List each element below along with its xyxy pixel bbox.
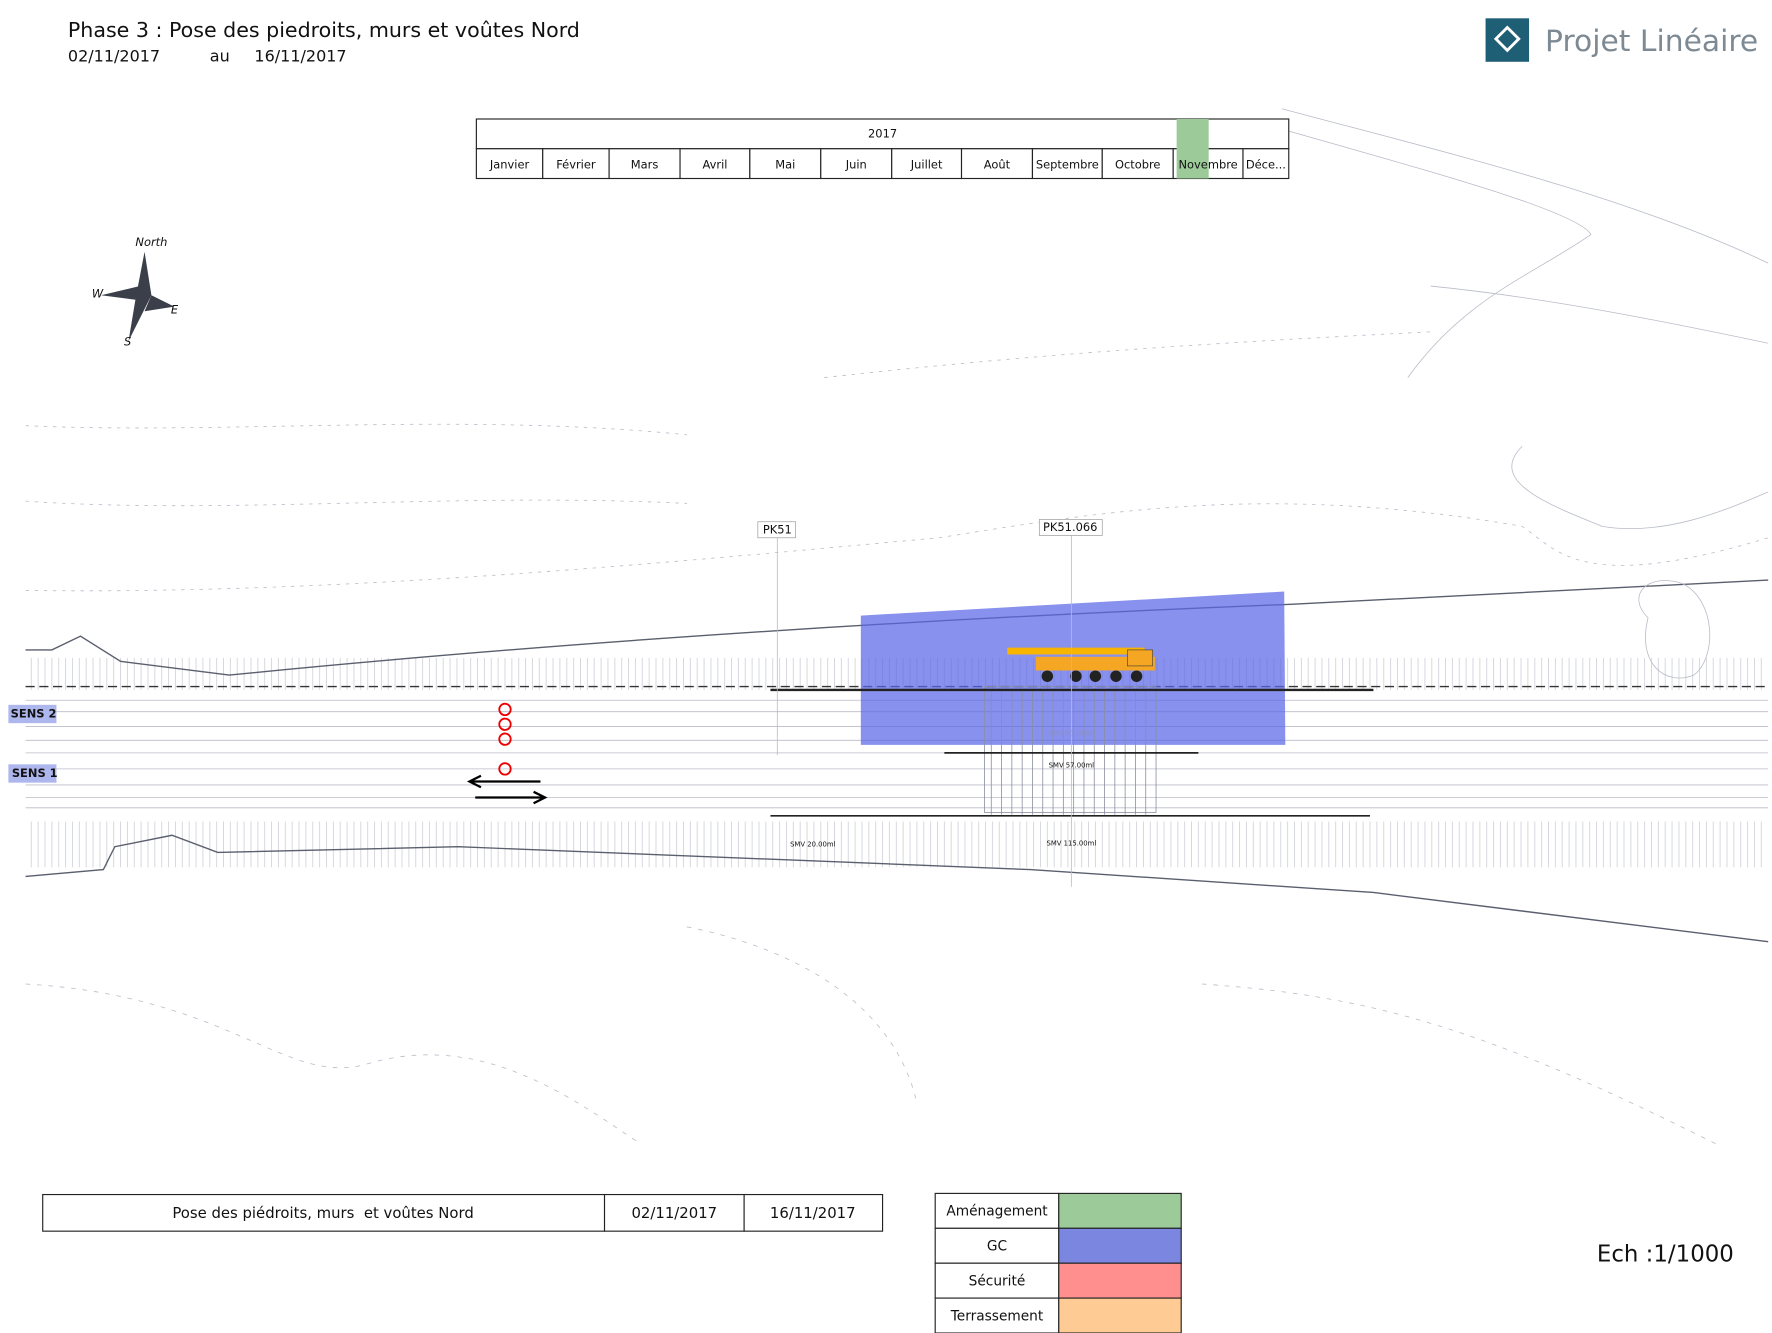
legend-label-cell	[934, 1297, 1060, 1333]
task-start: 02/11/2017	[631, 1204, 717, 1222]
compass-e: E	[171, 303, 179, 317]
month-label: Déce...	[1246, 157, 1286, 171]
month-cell	[1031, 148, 1103, 180]
pk-marker: PK51	[763, 522, 792, 536]
compass-n: North	[135, 235, 167, 249]
month-cell	[608, 148, 681, 180]
crane	[1007, 647, 1155, 682]
month-label: Avril	[702, 157, 727, 171]
logo-text: Projet Linéaire	[1545, 24, 1758, 59]
title: Phase 3 : Pose des piedroits, murs et vo…	[68, 18, 580, 42]
month-cell	[820, 148, 893, 180]
month-label: Novembre	[1178, 157, 1237, 171]
dimension: SMV 57.00ml	[1049, 761, 1094, 769]
dimension: SMV 115.00ml	[1046, 839, 1096, 847]
legend-label: Aménagement	[946, 1204, 1048, 1220]
legend-swatch	[1058, 1192, 1182, 1229]
timeline-year: 2017	[868, 126, 897, 140]
month-label: Juin	[845, 157, 867, 171]
legend-label: Sécurité	[969, 1274, 1026, 1290]
lane-label: SENS 2	[11, 706, 57, 720]
month-cell	[542, 148, 610, 180]
legend-label: GC	[987, 1239, 1007, 1255]
compass: North W E S	[92, 235, 179, 349]
month-label: Août	[984, 157, 1011, 171]
no-entry-signs	[498, 702, 512, 776]
legend-swatch	[1058, 1297, 1182, 1333]
month-label: Février	[556, 157, 596, 171]
compass-s: S	[124, 335, 131, 349]
pk-marker: PK51.066	[1043, 520, 1097, 534]
timeline: 2017 Janvier Février Mars Avril Mai Juin Juill…	[475, 118, 1290, 180]
month-cell	[475, 148, 544, 180]
month-label: Septembre	[1036, 157, 1099, 171]
compass-w: W	[92, 287, 104, 301]
month-label: Janvier	[489, 157, 530, 171]
month-label: Octobre	[1115, 157, 1161, 171]
task-name: Pose des piédroits, murs et voûtes Nord	[172, 1204, 473, 1222]
dimension: SMV 57.00ml	[1049, 729, 1094, 737]
date-start: 02/11/2017	[68, 47, 160, 66]
legend-label: Terrassement	[950, 1308, 1044, 1324]
date-end: 16/11/2017	[254, 47, 346, 66]
traffic-arrows	[466, 774, 548, 805]
month-cell	[679, 148, 751, 180]
month-cell	[891, 148, 963, 180]
month-cell	[1101, 148, 1174, 180]
date-sep: au	[210, 47, 230, 66]
month-cell	[749, 148, 822, 180]
logo: Projet Linéaire	[1485, 18, 1758, 62]
month-label: Mai	[775, 157, 795, 171]
task-table: Pose des piédroits, murs et voûtes Nord …	[42, 1193, 884, 1232]
lane-label: SENS 1	[12, 766, 58, 780]
legend-swatch	[1058, 1227, 1182, 1264]
legend-swatch	[1058, 1262, 1182, 1299]
scale: Ech :1/1000	[1597, 1242, 1734, 1268]
month-label: Mars	[631, 157, 659, 171]
month-cell	[1242, 148, 1290, 180]
legend-label-cell	[934, 1192, 1060, 1229]
month-label: Juillet	[910, 157, 943, 171]
current-period	[1176, 118, 1209, 179]
dimension: SMV 20.00ml	[790, 840, 835, 848]
task-end: 16/11/2017	[770, 1204, 856, 1222]
legend: Aménagement GC Sécurité Terrassement	[934, 1192, 1182, 1333]
map: PK51 PK51.066 SENS 2 SENS 1 SMV 57.00ml …	[8, 108, 1769, 1145]
